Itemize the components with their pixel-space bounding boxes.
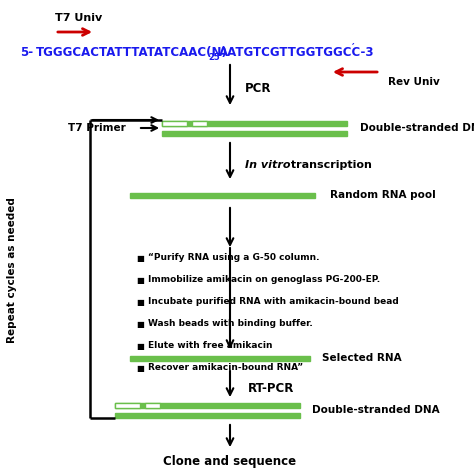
Bar <box>115 402 140 408</box>
Bar <box>130 356 310 361</box>
Text: transcription: transcription <box>287 160 372 170</box>
Bar <box>115 402 300 408</box>
Bar <box>192 120 207 126</box>
Bar <box>115 412 300 418</box>
Text: ′: ′ <box>352 43 355 53</box>
Text: 5-: 5- <box>20 46 33 58</box>
Text: In vitro: In vitro <box>245 160 291 170</box>
Text: PCR: PCR <box>245 82 272 94</box>
Text: ■: ■ <box>136 298 144 307</box>
Bar <box>162 130 347 136</box>
Text: “Purify RNA using a G-50 column.: “Purify RNA using a G-50 column. <box>148 254 319 263</box>
Text: ■: ■ <box>136 364 144 373</box>
Bar <box>145 402 160 408</box>
Text: Selected RNA: Selected RNA <box>322 353 401 363</box>
Text: RT-PCR: RT-PCR <box>248 382 294 394</box>
Text: Wash beads with binding buffer.: Wash beads with binding buffer. <box>148 319 313 328</box>
Text: Double-stranded DNA: Double-stranded DNA <box>312 405 439 415</box>
Text: Random RNA pool: Random RNA pool <box>330 190 436 200</box>
Text: AATGTCGTTGGTGGCC-3: AATGTCGTTGGTGGCC-3 <box>219 46 374 58</box>
Text: Rev Univ: Rev Univ <box>388 77 440 87</box>
Text: T7 Primer: T7 Primer <box>68 123 126 133</box>
Bar <box>130 192 315 198</box>
Text: Elute with free amikacin: Elute with free amikacin <box>148 341 273 350</box>
Text: T7 Univ: T7 Univ <box>55 13 102 23</box>
Bar <box>162 120 347 126</box>
Text: 25: 25 <box>208 53 220 62</box>
Bar <box>162 120 187 126</box>
Text: ■: ■ <box>136 341 144 350</box>
Text: Recover amikacin-bound RNA”: Recover amikacin-bound RNA” <box>148 364 303 373</box>
Text: Double-stranded DNA: Double-stranded DNA <box>360 123 474 133</box>
Text: Repeat cycles as needed: Repeat cycles as needed <box>7 197 17 343</box>
Text: Clone and sequence: Clone and sequence <box>164 456 297 468</box>
Text: ■: ■ <box>136 319 144 328</box>
Text: Immobilize amikacin on genoglass PG-200-EP.: Immobilize amikacin on genoglass PG-200-… <box>148 275 380 284</box>
Text: ■: ■ <box>136 275 144 284</box>
Text: ■: ■ <box>136 254 144 263</box>
Text: Incubate purified RNA with amikacin-bound bead: Incubate purified RNA with amikacin-boun… <box>148 298 399 307</box>
Text: TGGGCACTATTTATATCAAC(N): TGGGCACTATTTATATCAAC(N) <box>36 46 228 58</box>
